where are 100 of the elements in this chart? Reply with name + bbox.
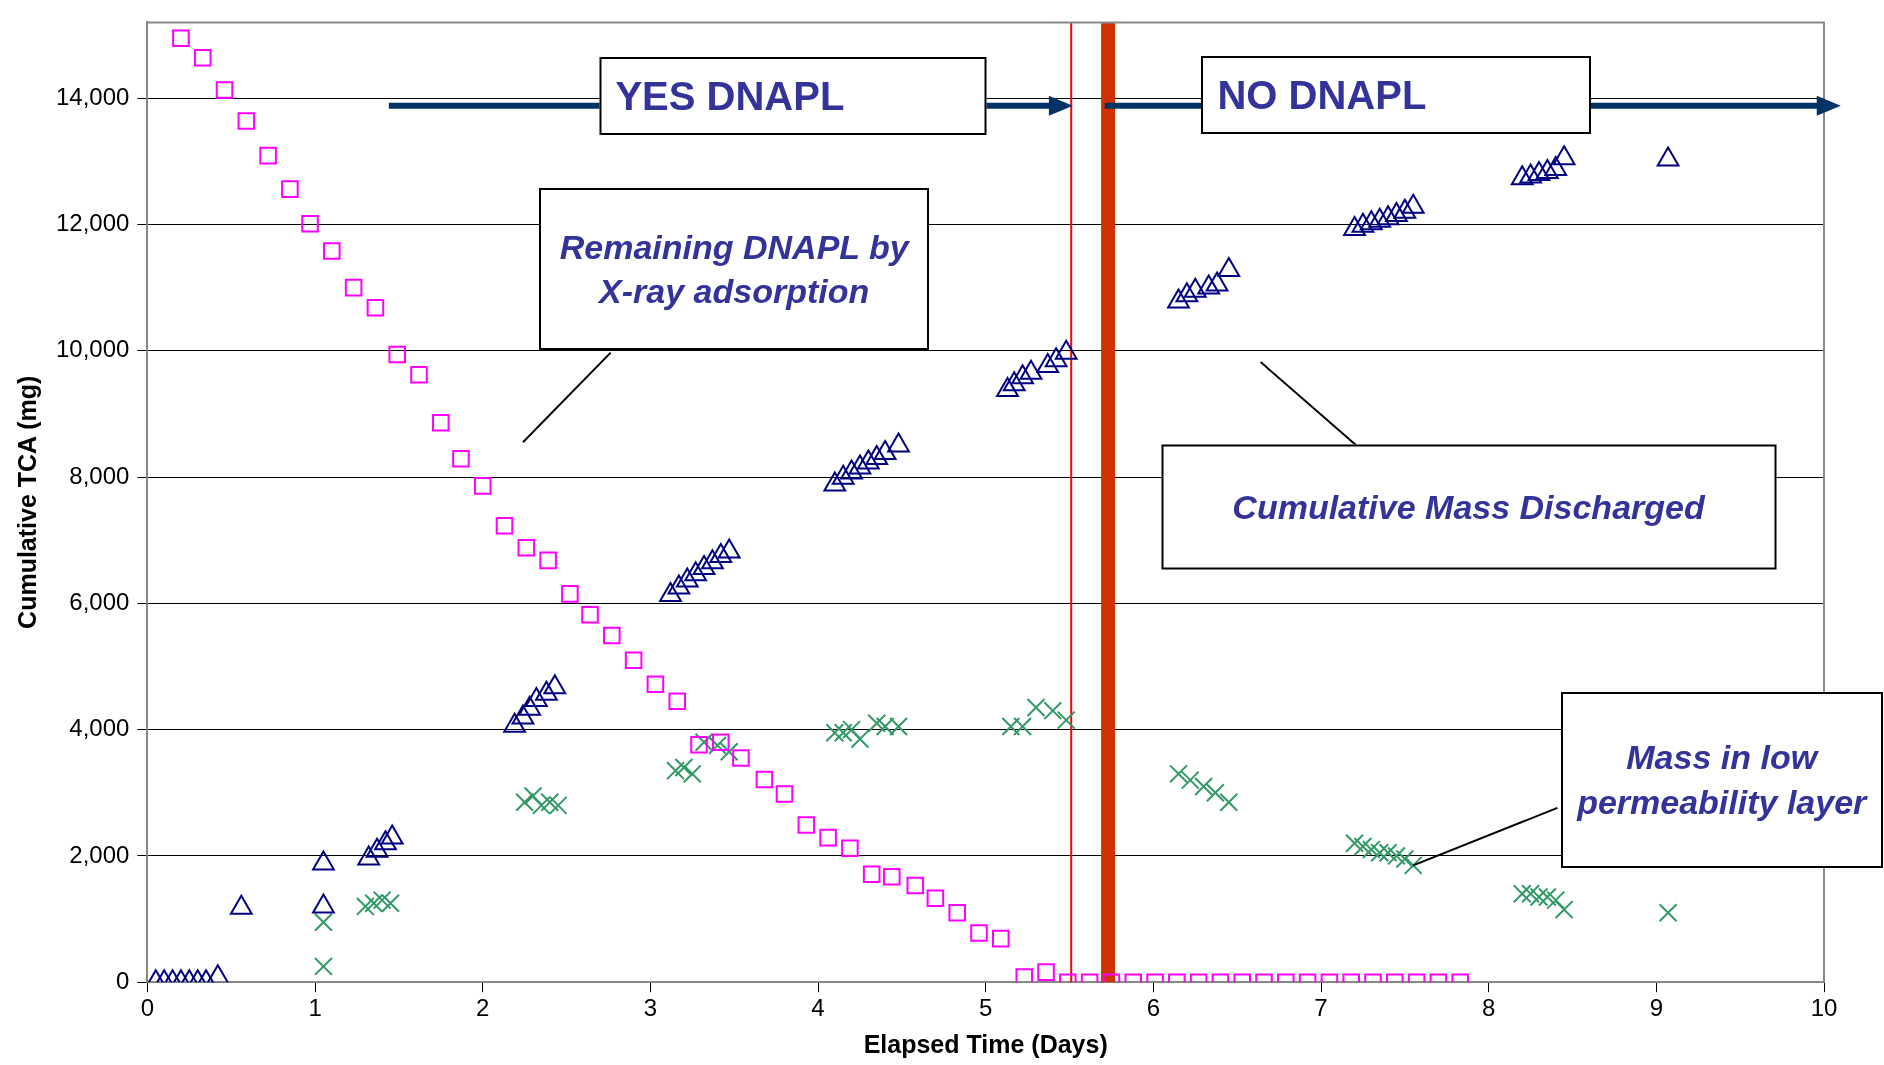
point xyxy=(561,585,579,603)
point xyxy=(473,477,492,495)
point xyxy=(668,692,686,710)
point xyxy=(1013,716,1033,736)
point xyxy=(850,729,870,749)
point xyxy=(666,761,686,781)
point xyxy=(259,146,277,165)
point xyxy=(1037,963,1055,981)
point xyxy=(1554,900,1574,920)
point xyxy=(281,180,299,198)
y-tick-label: 4,000 xyxy=(69,714,130,742)
point xyxy=(970,924,988,942)
point xyxy=(1361,840,1381,860)
point xyxy=(992,929,1010,948)
point xyxy=(539,551,557,570)
point xyxy=(1169,764,1188,784)
point xyxy=(432,413,450,432)
x-tick-label: 4 xyxy=(811,994,825,1022)
point xyxy=(1403,855,1423,875)
point xyxy=(1521,884,1541,904)
point xyxy=(364,893,384,913)
point xyxy=(1537,887,1557,907)
point xyxy=(452,449,470,468)
point xyxy=(775,785,794,803)
point xyxy=(883,867,901,886)
y-tick-label: 10,000 xyxy=(56,335,130,363)
point xyxy=(237,112,256,130)
point xyxy=(381,893,400,913)
point xyxy=(172,29,190,47)
point xyxy=(926,889,945,907)
point xyxy=(819,828,837,847)
y-tick-label: 14,000 xyxy=(56,82,130,110)
point xyxy=(732,749,750,767)
point xyxy=(540,792,560,812)
point xyxy=(581,605,599,624)
point xyxy=(603,626,621,645)
point xyxy=(523,786,543,806)
point xyxy=(1043,701,1063,721)
point xyxy=(825,723,845,743)
point xyxy=(842,720,862,740)
point xyxy=(1529,887,1549,907)
point xyxy=(694,732,714,752)
x-tick-label: 6 xyxy=(1146,994,1161,1022)
point xyxy=(712,733,730,752)
point xyxy=(875,716,895,736)
point xyxy=(674,758,694,777)
point xyxy=(690,736,708,754)
point xyxy=(1026,698,1046,718)
point xyxy=(1219,792,1239,812)
point xyxy=(1056,710,1076,730)
point xyxy=(355,896,375,916)
x-tick-label: 2 xyxy=(476,994,490,1022)
x-tick-label: 8 xyxy=(1482,994,1496,1022)
point xyxy=(867,713,887,733)
y-tick-label: 8,000 xyxy=(69,461,130,489)
point xyxy=(517,538,536,557)
x-tick-label: 10 xyxy=(1810,994,1838,1022)
x-tick-label: 3 xyxy=(643,994,658,1022)
point xyxy=(682,764,702,784)
point xyxy=(313,912,333,932)
point xyxy=(1378,843,1398,863)
point xyxy=(1353,836,1373,856)
point xyxy=(719,742,739,762)
point xyxy=(344,278,363,297)
point xyxy=(1658,903,1678,923)
x-tick-label: 9 xyxy=(1649,994,1664,1022)
x-tick-label: 1 xyxy=(308,994,322,1022)
point xyxy=(548,795,568,815)
point xyxy=(948,903,966,922)
point xyxy=(1395,849,1415,869)
point xyxy=(366,299,385,317)
point xyxy=(906,876,925,895)
y-tick-label: 2,000 xyxy=(69,840,130,868)
point xyxy=(646,675,665,693)
point xyxy=(1180,770,1200,790)
point xyxy=(495,516,514,535)
point xyxy=(862,865,881,883)
point xyxy=(1205,783,1225,803)
x-axis-title: Elapsed Time (Days) xyxy=(863,1029,1108,1058)
point xyxy=(313,956,333,976)
x-tick-label: 0 xyxy=(140,994,155,1022)
point xyxy=(1512,884,1532,904)
point xyxy=(193,48,212,67)
point xyxy=(1345,833,1365,853)
point xyxy=(797,816,816,834)
point xyxy=(833,723,853,743)
point xyxy=(889,716,909,736)
point xyxy=(624,651,643,669)
point xyxy=(531,795,551,815)
point xyxy=(301,215,319,233)
y-tick-label: 12,000 xyxy=(56,209,130,237)
point xyxy=(1015,968,1034,983)
point xyxy=(215,81,234,99)
point xyxy=(755,770,774,789)
y-axis-title: Cumulative TCA (mg) xyxy=(12,375,41,629)
point xyxy=(707,735,727,755)
point xyxy=(388,345,406,364)
point xyxy=(1546,890,1566,910)
y-tick-label: 6,000 xyxy=(69,587,130,615)
x-tick-label: 7 xyxy=(1314,994,1328,1022)
